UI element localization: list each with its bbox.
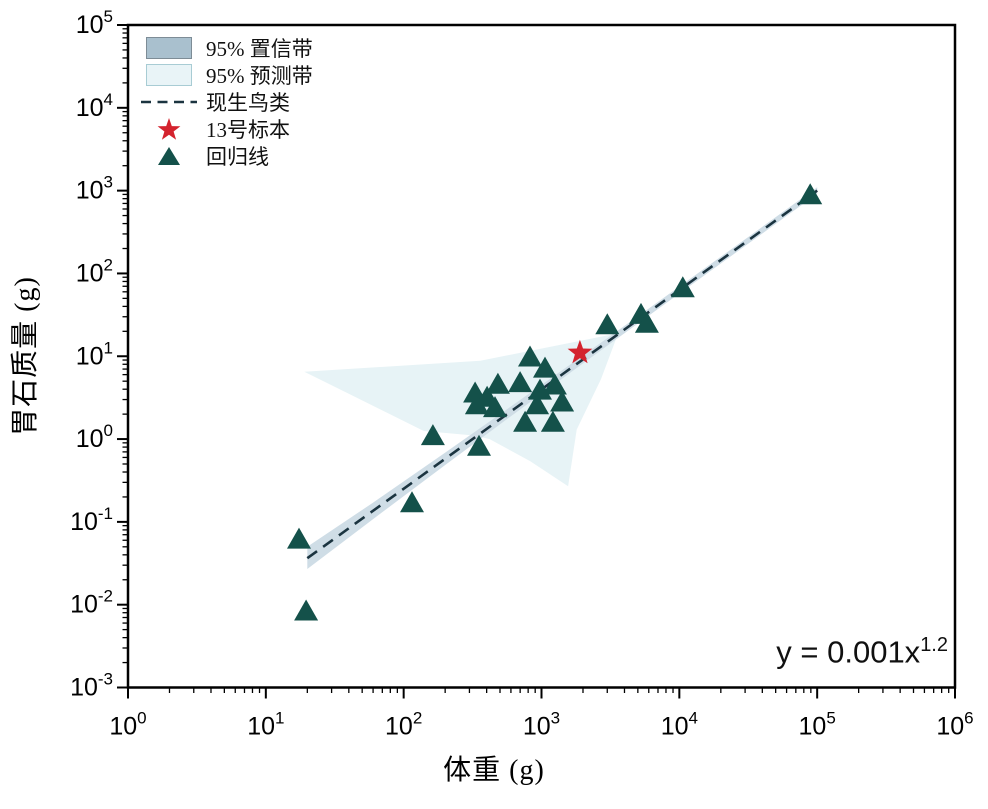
- data-point-triangle: [464, 393, 489, 415]
- data-point-triangle: [485, 372, 510, 394]
- legend-label: 现生鸟类: [206, 90, 290, 115]
- x-tick-label: 100: [109, 709, 146, 741]
- dashed-line-icon: [140, 98, 198, 106]
- legend-label: 95% 预测带: [206, 63, 313, 88]
- y-tick-label: 10-1: [70, 504, 113, 536]
- x-tick-label: 106: [936, 709, 973, 741]
- legend-item-regression: 回归线: [140, 144, 313, 169]
- data-point-triangle: [467, 434, 491, 456]
- y-tick-label: 101: [76, 338, 113, 370]
- data-point-triangle: [525, 393, 550, 415]
- data-point-triangle: [287, 527, 311, 549]
- data-point-triangle: [634, 311, 659, 333]
- y-tick-label: 103: [76, 173, 113, 205]
- equation-label: y = 0.001x1.2: [776, 634, 948, 670]
- data-point-triangle: [670, 276, 695, 298]
- equation-base: y = 0.001x: [776, 634, 921, 670]
- y-tick-label: 100: [76, 421, 113, 453]
- data-point-triangle: [550, 390, 575, 412]
- x-tick-label: 103: [523, 709, 560, 741]
- y-tick-label: 10-3: [70, 670, 113, 702]
- regression-dashed-line: [306, 189, 818, 560]
- data-point-triangle: [400, 491, 424, 513]
- legend-item-extant-birds: 现生鸟类: [140, 90, 313, 115]
- y-tick-label: 102: [76, 255, 113, 287]
- data-point-triangle: [513, 410, 538, 432]
- legend-label: 13号标本: [206, 117, 290, 142]
- data-point-triangle: [533, 356, 557, 378]
- data-point-triangle: [483, 396, 507, 418]
- legend-item-confidence-band: 95% 置信带: [140, 36, 313, 61]
- confidence-band-swatch-icon: [140, 36, 198, 59]
- legend-label: 回归线: [206, 144, 269, 169]
- data-point-triangle: [540, 410, 565, 432]
- y-tick-label: 10-2: [70, 587, 113, 619]
- x-tick-label: 102: [385, 709, 422, 741]
- legend-label: 95% 置信带: [206, 36, 313, 61]
- x-tick-label: 105: [799, 709, 836, 741]
- legend-item-specimen-13: 13号标本: [140, 116, 313, 142]
- data-point-star: [567, 339, 593, 364]
- x-tick-label: 101: [247, 709, 284, 741]
- y-tick-label: 105: [76, 7, 113, 39]
- data-point-triangle: [518, 345, 542, 367]
- data-point-triangle: [542, 373, 567, 395]
- triangle-icon: [140, 145, 198, 167]
- x-axis-title: 体重 (g): [443, 755, 545, 786]
- data-point-triangle: [595, 313, 620, 335]
- equation-exponent: 1.2: [920, 634, 948, 656]
- data-point-triangle: [294, 599, 319, 621]
- legend: 95% 置信带 95% 预测带 现生鸟类 13号标本 回归线: [140, 36, 313, 169]
- y-tick-label: 104: [76, 90, 113, 122]
- legend-item-prediction-band: 95% 预测带: [140, 63, 313, 88]
- star-icon: [140, 116, 198, 142]
- y-axis-title: 胃石质量 (g): [10, 276, 41, 436]
- data-point-triangle: [420, 424, 445, 446]
- data-point-triangle: [798, 183, 823, 205]
- data-point-triangle: [508, 371, 533, 393]
- prediction-band-swatch-icon: [140, 63, 198, 86]
- x-tick-label: 104: [661, 709, 698, 741]
